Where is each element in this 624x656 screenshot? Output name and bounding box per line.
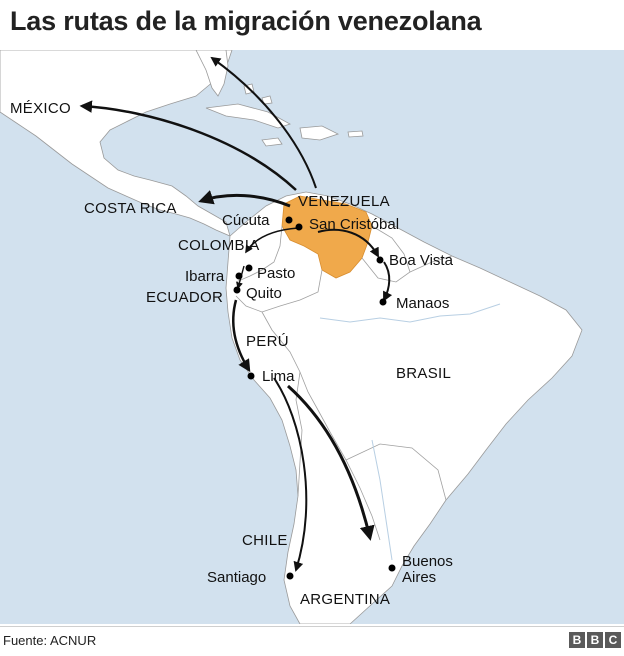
manaos-label: Manaos [396,295,449,312]
bbc-logo-block: B [569,632,585,648]
ecuador-label: ECUADOR [146,289,223,306]
buenos-aires-dot [388,564,396,572]
south-america-landmass [225,191,583,624]
chile-label: CHILE [242,532,288,549]
route-venezuela-costa-rica [198,190,291,208]
pasto-label: Pasto [257,265,295,282]
route-venezuela-boa-vista [317,228,379,258]
quito-dot [233,286,241,294]
north-america-landmass [0,50,233,237]
country-borders [235,225,453,541]
venezuela-highlight [281,195,373,279]
ibarra-label: Ibarra [185,268,225,285]
buenos-aires-label-line1: Buenos [402,553,453,570]
manaos-dot [379,298,387,306]
migration-routes [79,56,393,572]
bbc-logo-block: C [605,632,621,648]
ibarra-dot [235,272,243,280]
buenos-aires-label-line2: Aires [402,569,436,586]
jamaica [261,137,283,147]
bbc-logo-block: B [587,632,603,648]
puerto-rico [347,130,364,138]
costa-rica-label: COSTA RICA [84,200,177,217]
colombia-label: COLOMBIA [178,237,260,254]
map-title: Las rutas de la migración venezolana [10,6,482,36]
argentina-label: ARGENTINA [300,591,390,608]
quito-label: Quito [246,285,282,302]
boa-vista-dot [376,256,384,264]
rivers [319,303,501,561]
san-cristobal-label: San Cristóbal [309,216,399,233]
cucuta-label: Cúcuta [222,212,270,229]
lima-dot [247,372,255,380]
boa-vista-label: Boa Vista [389,252,454,269]
route-lima-santiago [273,377,308,572]
city-dots [233,216,396,580]
cuba [205,103,291,129]
route-venezuela-mexico [79,100,297,191]
lima-label: Lima [262,368,295,385]
route-quito-lima [232,299,251,373]
route-san-cristobal-colombia [245,227,299,254]
route-boa-vista-manaos [383,261,393,302]
venezuela-label: VENEZUELA [298,193,390,210]
san-cristobal-dot [295,223,303,231]
mexico-label: MÉXICO [10,100,71,117]
migration-map: MÉXICO COSTA RICA VENEZUELA COLOMBIA ECU… [0,50,624,624]
pasto-dot [245,264,253,272]
santiago-dot [286,572,294,580]
santiago-label: Santiago [207,569,266,586]
hispaniola [299,125,340,141]
peru-label: PERÚ [246,333,289,350]
footer-divider [0,626,624,627]
route-venezuela-usa [210,56,317,189]
cucuta-dot [285,216,293,224]
brasil-label: BRASIL [396,365,451,382]
route-lima-argentina [286,384,375,541]
source-note: Fuente: ACNUR [3,633,97,648]
